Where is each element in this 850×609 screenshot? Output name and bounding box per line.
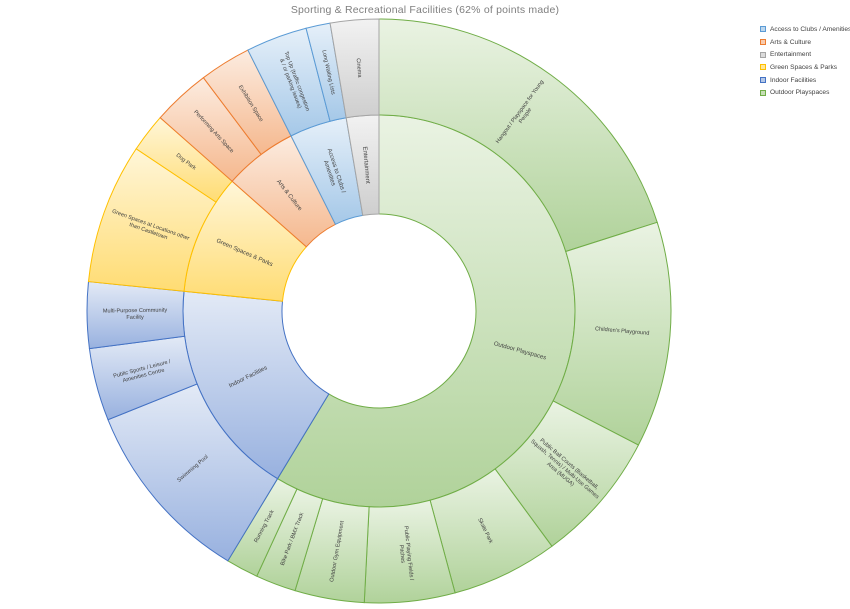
- legend-item-outdoor-playspaces[interactable]: Outdoor Playspaces: [760, 86, 850, 99]
- label-multi-purpose-community-facility: Multi-Purpose CommunityFacility: [103, 308, 168, 322]
- slice-cinema[interactable]: [329, 18, 380, 119]
- legend-swatch: [760, 51, 766, 58]
- legend-label: Outdoor Playspaces: [770, 89, 830, 97]
- label-public-playing-fields-pitches: Public Playing Fields /Pitches: [395, 526, 414, 582]
- legend-swatch: [760, 89, 766, 96]
- legend-swatch: [760, 39, 766, 46]
- legend-label: Indoor Facilities: [770, 76, 817, 84]
- label-entertainment: Entertainment: [362, 146, 371, 184]
- legend-item-indoor-facilities[interactable]: Indoor Facilities: [760, 74, 850, 87]
- legend-item-green-spaces-parks[interactable]: Green Spaces & Parks: [760, 61, 850, 74]
- legend-item-entertainment[interactable]: Entertainment: [760, 48, 850, 61]
- legend-swatch: [760, 26, 766, 33]
- legend-swatch: [760, 64, 766, 71]
- chart-legend: Access to Clubs / Amenities Arts & Cultur…: [760, 23, 850, 99]
- legend-label: Access to Clubs / Amenities: [770, 25, 850, 33]
- legend-label: Green Spaces & Parks: [770, 63, 838, 71]
- legend-item-arts-culture[interactable]: Arts & Culture: [760, 36, 850, 49]
- legend-label: Entertainment: [770, 51, 812, 59]
- legend-item-access-to-clubs-amenities[interactable]: Access to Clubs / Amenities: [760, 23, 850, 36]
- legend-swatch: [760, 77, 766, 84]
- label-cinema: Cinema: [354, 58, 362, 79]
- label-children-s-playground: Children's Playground: [595, 327, 650, 338]
- chart-title: Sporting & Recreational Facilities (62% …: [290, 4, 560, 16]
- legend-label: Arts & Culture: [770, 38, 812, 46]
